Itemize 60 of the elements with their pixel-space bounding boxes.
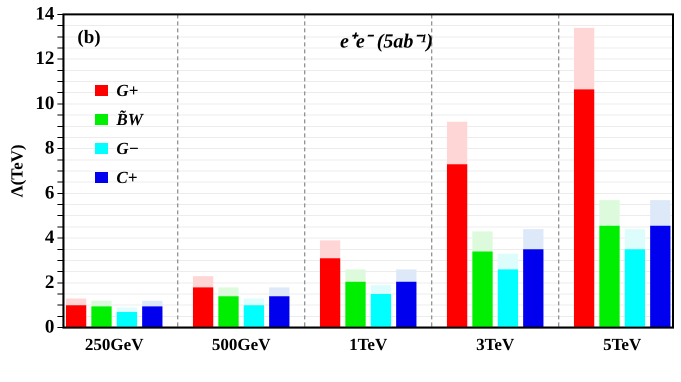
legend-label: G− [116,138,139,159]
y-tick-label: 0 [44,316,54,338]
text: e⁺e⁻ (5ab⁻¹) [340,30,434,53]
y-tick-label: 8 [44,138,54,159]
bar [142,300,162,306]
y-tick-label: 2 [44,272,54,293]
annotation: (b) [77,26,101,48]
bar [142,306,162,328]
bar [91,300,112,306]
legend-label: B̃W [116,110,143,130]
bar [370,285,392,294]
bar [599,226,620,328]
bar [624,229,646,250]
bar [269,287,290,296]
bar [446,122,468,164]
bar [244,298,264,306]
bar [192,287,214,328]
bar [574,89,594,328]
bar [244,305,264,328]
bar [269,296,290,328]
bar [650,226,670,328]
bar [320,240,340,258]
bar [116,312,138,328]
bar [396,269,416,282]
bar [523,249,544,328]
bar [472,231,493,252]
bar [192,276,214,288]
bar [650,200,670,226]
y-axis-title: Λ(TeV) [8,144,27,198]
bar [116,307,138,312]
bar [599,200,620,226]
bar [66,298,86,306]
legend-label: G+ [116,80,138,101]
bar [472,252,493,328]
bar [624,249,646,328]
x-tick-label: 250GeV [84,335,144,354]
bar [345,269,366,282]
bar [396,282,416,328]
bar [345,282,366,328]
bar [498,269,518,328]
y-tick-label: 4 [44,227,55,248]
bar [91,306,112,328]
bar [523,229,544,250]
bar [574,28,594,90]
x-tick-label: 1TeV [349,335,388,354]
bar [498,254,518,270]
bar [446,164,468,328]
bar [370,294,392,328]
x-tick-label: 500GeV [212,335,272,354]
bar [218,287,239,296]
x-tick-label: 3TeV [476,335,515,354]
bar [218,296,239,328]
legend-label: C+ [116,168,138,188]
bar [66,305,86,328]
y-tick-label: 14 [35,3,55,24]
x-tick-label: 5TeV [603,335,642,354]
y-tick-label: 12 [35,48,54,70]
bar [320,258,340,328]
y-tick-label: 6 [44,182,54,204]
y-tick-label: 10 [35,92,54,114]
